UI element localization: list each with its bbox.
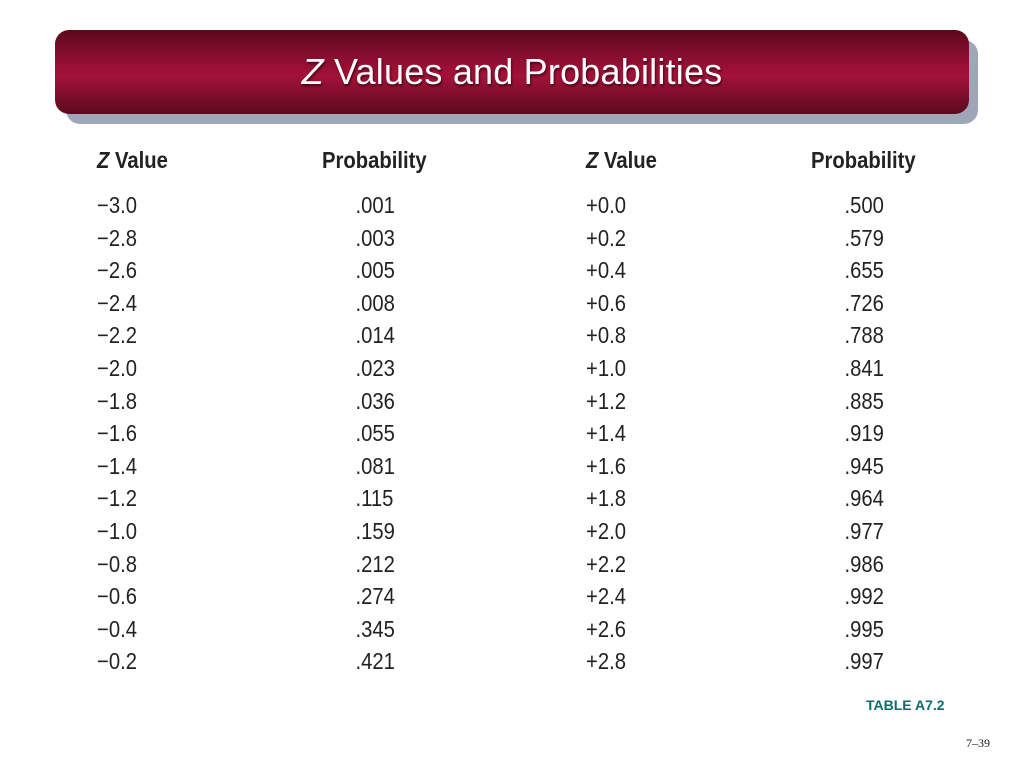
probability-cell: .274 (355, 583, 395, 610)
z-value-column-right: Z Value +0.0 +0.2 +0.4 +0.6 +0.8 +1.0 +1.2 +1.4… (586, 143, 667, 678)
probability-cell: .055 (355, 420, 395, 447)
probability-cell: .036 (355, 387, 395, 414)
z-value-cell: −3.0 (97, 192, 137, 218)
z-value-cell: +0.2 (586, 224, 626, 251)
z-value-cell: +2.4 (586, 583, 626, 610)
z-value-cell: −2.4 (97, 289, 137, 316)
z-value-cell: +0.0 (586, 192, 626, 218)
probability-cell: .726 (844, 289, 884, 316)
z-value-cell: −1.6 (97, 420, 137, 447)
z-value-cell: +0.6 (586, 289, 626, 316)
z-value-cell: −2.0 (97, 354, 137, 381)
page-number: 7–39 (966, 736, 990, 750)
probability-header: Probability (322, 147, 427, 173)
probability-cell: .995 (844, 615, 884, 642)
z-value-cell: −1.2 (97, 485, 137, 512)
z-value-cell: +2.6 (586, 615, 626, 642)
z-value-cell: +0.8 (586, 322, 626, 349)
probability-cell: .345 (355, 615, 395, 642)
title-bar: Z Values and Probabilities (55, 30, 969, 114)
probability-cell: .014 (355, 322, 395, 349)
title-z-letter: Z (301, 51, 324, 92)
z-value-cell: −0.4 (97, 615, 137, 642)
probability-cell: .003 (355, 224, 395, 251)
title-rest: Values and Probabilities (323, 51, 723, 92)
z-value-column-left: Z Value −3.0 −2.8 −2.6 −2.4 −2.2 −2.0 −1.8 −1.6… (97, 143, 178, 678)
probability-cell: .159 (355, 517, 395, 544)
probability-cell: .788 (844, 322, 884, 349)
probability-cells: .500 .579 .655 .726 .788 .841 .885 .919 .945 .964… (811, 189, 930, 678)
z-value-header: Z Value (586, 147, 657, 173)
probability-cell: .579 (844, 224, 884, 251)
z-value-cell: −1.0 (97, 517, 137, 544)
probability-cell: .986 (844, 550, 884, 577)
probability-cell: .655 (844, 257, 884, 284)
probability-cell: .964 (844, 485, 884, 512)
probability-cell: .421 (355, 648, 395, 675)
z-value-cell: −0.2 (97, 648, 137, 675)
z-value-cell: +1.2 (586, 387, 626, 414)
probability-cell: .005 (355, 257, 395, 284)
z-value-cell: +2.0 (586, 517, 626, 544)
probability-cell: .997 (844, 648, 884, 675)
slide-title: Z Values and Probabilities (302, 51, 723, 93)
z-value-cell: −2.2 (97, 322, 137, 349)
probability-cell: .945 (844, 452, 884, 479)
z-value-cell: +2.8 (586, 648, 626, 675)
z-value-cell: +1.0 (586, 354, 626, 381)
probability-cell: .212 (355, 550, 395, 577)
probability-cell: .841 (844, 354, 884, 381)
z-value-cell: +1.4 (586, 420, 626, 447)
probability-cell: .500 (844, 192, 884, 218)
z-value-cell: +1.8 (586, 485, 626, 512)
probability-header: Probability (811, 147, 916, 173)
z-value-header: Z Value (97, 147, 168, 173)
probability-cells: .001 .003 .005 .008 .014 .023 .036 .055 .081 .115… (322, 189, 441, 678)
z-value-cell: −2.6 (97, 257, 137, 284)
probability-column-left: Probability .001 .003 .005 .008 .014 .023 .036… (322, 143, 441, 678)
z-value-cell: +1.6 (586, 452, 626, 479)
probability-cell: .977 (844, 517, 884, 544)
table-caption: TABLE A7.2 (866, 697, 945, 713)
z-value-cell: −0.8 (97, 550, 137, 577)
z-value-cells: +0.0 +0.2 +0.4 +0.6 +0.8 +1.0 +1.2 +1.4 +1.6 +1.8… (586, 189, 667, 678)
z-value-cell: +2.2 (586, 550, 626, 577)
probability-cell: .081 (355, 452, 395, 479)
z-value-cells: −3.0 −2.8 −2.6 −2.4 −2.2 −2.0 −1.8 −1.6 −1.4 −1.2… (97, 189, 178, 678)
probability-cell: .992 (844, 583, 884, 610)
z-value-cell: +0.4 (586, 257, 626, 284)
z-value-cell: −0.6 (97, 583, 137, 610)
z-value-cell: −1.4 (97, 452, 137, 479)
probability-cell: .919 (844, 420, 884, 447)
probability-cell: .001 (355, 192, 395, 218)
probability-cell: .885 (844, 387, 884, 414)
z-value-cell: −1.8 (97, 387, 137, 414)
probability-column-right: Probability .500 .579 .655 .726 .788 .841 .885… (811, 143, 930, 678)
probability-cell: .008 (355, 289, 395, 316)
probability-cell: .023 (355, 354, 395, 381)
z-value-cell: −2.8 (97, 224, 137, 251)
probability-cell: .115 (355, 485, 394, 512)
